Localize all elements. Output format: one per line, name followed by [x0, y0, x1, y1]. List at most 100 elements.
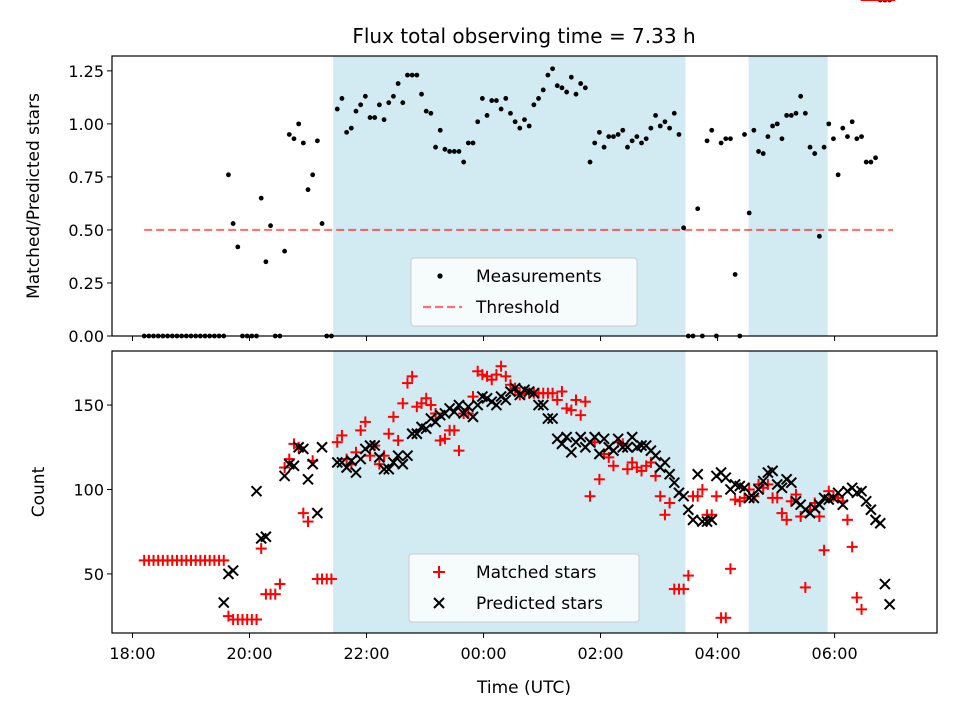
- measurement-point: [671, 110, 677, 116]
- predicted-star-point: [635, 439, 648, 452]
- matched-star-point: [269, 588, 281, 600]
- predicted-star-point: [387, 456, 400, 469]
- measurement-point: [451, 149, 457, 154]
- measurement-point: [746, 210, 752, 216]
- measurement-point: [475, 119, 481, 125]
- predicted-star-point: [420, 422, 432, 435]
- measurement-point: [606, 134, 612, 140]
- measurement-point: [517, 125, 523, 131]
- measurement-point: [358, 102, 364, 108]
- predicted-star-point: [612, 433, 624, 445]
- predicted-star-point: [350, 466, 362, 479]
- measurement-point: [634, 134, 640, 140]
- measurement-point: [643, 136, 649, 142]
- measurement-point: [812, 151, 818, 156]
- matched-star-point: [636, 465, 648, 477]
- predicted-star-point: [738, 482, 751, 494]
- measurement-point: [479, 96, 485, 101]
- predicted-star-point: [813, 498, 826, 511]
- matched-star-point: [678, 583, 690, 595]
- matched-star-point: [383, 428, 395, 440]
- predicted-star-point: [546, 412, 559, 425]
- measurement-point: [648, 125, 654, 131]
- predicted-star-point: [865, 504, 877, 516]
- matched-legend-marker: [433, 566, 445, 578]
- ratio-panel-frame: [111, 55, 938, 337]
- measurement-point: [657, 123, 663, 129]
- x-axis-label: Time (UTC): [476, 678, 571, 698]
- predicted-star-point: [278, 470, 291, 482]
- measurement-point: [807, 144, 813, 150]
- matched-star-point: [659, 509, 671, 521]
- measurement-point: [826, 121, 832, 127]
- measurement-point: [522, 117, 527, 123]
- measurement-point: [639, 140, 644, 146]
- measurement-point: [395, 81, 401, 86]
- legend-measurements: Measurements: [476, 267, 602, 287]
- measurement-point: [681, 225, 687, 231]
- measurement-point: [226, 172, 231, 178]
- matched-star-point: [692, 490, 704, 502]
- matched-star-point: [729, 494, 741, 506]
- predicted-star-point: [392, 449, 404, 462]
- legend-threshold: Threshold: [475, 298, 560, 318]
- predicted-star-point: [227, 564, 239, 577]
- measurement-point: [282, 248, 288, 254]
- ratio-shade-1: [748, 56, 828, 336]
- predicted-star-point: [743, 492, 755, 504]
- predicted-star-point: [832, 487, 844, 499]
- ratio-legend-box: [410, 257, 638, 327]
- measurement-point: [779, 136, 785, 142]
- predicted-star-point: [429, 416, 442, 428]
- measurement-point: [615, 132, 621, 137]
- count-legend: Matched stars Predicted stars: [408, 553, 640, 623]
- matched-star-point: [359, 416, 371, 428]
- measurement-point: [531, 102, 537, 108]
- measurement-point: [625, 144, 630, 150]
- matched-star-point: [297, 507, 309, 519]
- predicted-star-point: [776, 482, 788, 494]
- predicted-star-point: [607, 444, 620, 457]
- measurement-point: [498, 106, 504, 112]
- matched-star-point: [682, 570, 694, 582]
- matched-star-point: [575, 409, 587, 421]
- predicted-star-point: [785, 477, 798, 489]
- ratio-y-tick-label: 0.75: [68, 168, 104, 187]
- predicted-star-point: [354, 453, 367, 465]
- matched-star-point: [561, 402, 573, 414]
- predicted-star-point: [837, 498, 849, 511]
- matched-star-point: [274, 578, 286, 590]
- predicted-star-point: [537, 399, 549, 411]
- matched-star-point: [331, 436, 343, 448]
- predicted-star-point: [883, 598, 896, 611]
- measurement-point: [319, 221, 325, 226]
- measurement-point: [774, 121, 780, 127]
- measurement-point: [568, 74, 574, 80]
- ratio-y-tick-label: 1.25: [68, 62, 104, 81]
- predicted-star-point: [500, 394, 512, 406]
- measurement-point: [578, 81, 584, 86]
- matched-star-point: [387, 411, 399, 423]
- measurement-point: [353, 108, 359, 114]
- predicted-star-point: [574, 431, 587, 443]
- measurement-point: [695, 206, 701, 212]
- predicted-star-point: [598, 433, 610, 445]
- matched-star-point: [251, 613, 263, 625]
- matched-star-point: [841, 514, 853, 526]
- measurement-point: [704, 138, 710, 144]
- measurement-point: [821, 144, 827, 150]
- predicted-star-point: [855, 485, 868, 497]
- predicted-star-point: [467, 411, 479, 423]
- matched-star-point: [336, 429, 348, 441]
- predicted-star-point: [345, 455, 358, 467]
- matched-star-point: [486, 374, 498, 386]
- predicted-star-point: [383, 463, 395, 475]
- predicted-star-point: [682, 504, 695, 516]
- measurement-point: [419, 91, 424, 97]
- measurement-point: [310, 172, 316, 178]
- measurement-point: [545, 72, 551, 78]
- matched-star-point: [364, 450, 376, 462]
- measurement-point: [540, 87, 546, 93]
- ratio-y-axis-label: Matched/Predicted stars: [24, 93, 44, 299]
- time-x-tick-label: 20:00: [226, 644, 272, 663]
